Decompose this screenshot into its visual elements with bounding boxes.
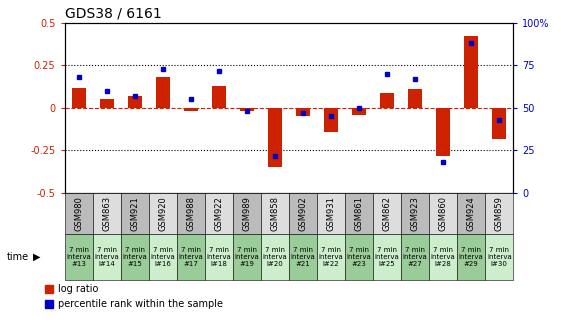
- Text: ▶: ▶: [33, 252, 40, 262]
- Bar: [121, 193, 149, 234]
- Bar: [408, 89, 422, 108]
- Text: 7 min
interva
l#28: 7 min interva l#28: [431, 247, 456, 267]
- Text: GSM921: GSM921: [130, 196, 139, 231]
- Bar: [373, 193, 401, 234]
- Text: GSM860: GSM860: [439, 196, 448, 231]
- Text: 7 min
interva
l#16: 7 min interva l#16: [150, 247, 175, 267]
- Text: 7 min
interva
l#25: 7 min interva l#25: [375, 247, 399, 267]
- Bar: [156, 77, 169, 108]
- Text: 7 min
interva
#27: 7 min interva #27: [403, 247, 427, 267]
- Bar: [233, 193, 261, 234]
- Text: GSM902: GSM902: [298, 196, 307, 231]
- Bar: [233, 234, 261, 280]
- Bar: [352, 108, 366, 115]
- Bar: [429, 193, 457, 234]
- Text: 7 min
interva
l#30: 7 min interva l#30: [487, 247, 512, 267]
- Bar: [149, 193, 177, 234]
- Text: GSM863: GSM863: [102, 196, 111, 231]
- Text: 7 min
interva
l#18: 7 min interva l#18: [206, 247, 231, 267]
- Bar: [485, 193, 513, 234]
- Bar: [317, 193, 345, 234]
- Text: 7 min
interva
#21: 7 min interva #21: [291, 247, 315, 267]
- Text: GSM923: GSM923: [411, 196, 420, 231]
- Text: GSM989: GSM989: [242, 196, 251, 231]
- Bar: [268, 108, 282, 167]
- Bar: [205, 193, 233, 234]
- Bar: [401, 234, 429, 280]
- Text: GSM980: GSM980: [74, 196, 83, 231]
- Bar: [177, 193, 205, 234]
- Bar: [121, 234, 149, 280]
- Text: 7 min
interva
l#14: 7 min interva l#14: [94, 247, 119, 267]
- Bar: [93, 234, 121, 280]
- Bar: [212, 86, 226, 108]
- Bar: [457, 193, 485, 234]
- Text: GSM858: GSM858: [270, 196, 279, 231]
- Bar: [373, 234, 401, 280]
- Bar: [261, 234, 289, 280]
- Bar: [324, 108, 338, 132]
- Bar: [317, 234, 345, 280]
- Bar: [380, 93, 394, 108]
- Bar: [289, 234, 317, 280]
- Text: GSM920: GSM920: [158, 196, 167, 231]
- Bar: [184, 108, 198, 111]
- Bar: [205, 234, 233, 280]
- Text: 7 min
interva
#17: 7 min interva #17: [178, 247, 203, 267]
- Bar: [261, 193, 289, 234]
- Text: 7 min
interva
#29: 7 min interva #29: [459, 247, 484, 267]
- Text: 7 min
interva
#19: 7 min interva #19: [234, 247, 259, 267]
- Text: GSM931: GSM931: [327, 196, 335, 231]
- Bar: [240, 108, 254, 111]
- Bar: [485, 234, 513, 280]
- Bar: [177, 234, 205, 280]
- Text: 7 min
interva
l#22: 7 min interva l#22: [319, 247, 343, 267]
- Bar: [436, 108, 450, 156]
- Bar: [296, 108, 310, 116]
- Text: 7 min
interva
#15: 7 min interva #15: [122, 247, 147, 267]
- Bar: [128, 96, 141, 108]
- Text: GSM922: GSM922: [214, 196, 223, 231]
- Text: GSM861: GSM861: [355, 196, 364, 231]
- Text: 7 min
interva
#13: 7 min interva #13: [66, 247, 91, 267]
- Bar: [457, 234, 485, 280]
- Text: GSM924: GSM924: [467, 196, 476, 231]
- Text: GDS38 / 6161: GDS38 / 6161: [65, 6, 161, 20]
- Text: time: time: [7, 252, 29, 262]
- Bar: [429, 234, 457, 280]
- Bar: [401, 193, 429, 234]
- Bar: [465, 37, 478, 108]
- Bar: [100, 99, 113, 108]
- Text: GSM859: GSM859: [495, 196, 504, 231]
- Text: 7 min
interva
l#20: 7 min interva l#20: [263, 247, 287, 267]
- Text: GSM862: GSM862: [383, 196, 392, 231]
- Bar: [72, 88, 85, 108]
- Bar: [493, 108, 507, 139]
- Bar: [65, 193, 93, 234]
- Bar: [149, 234, 177, 280]
- Bar: [65, 234, 93, 280]
- Bar: [345, 234, 373, 280]
- Legend: log ratio, percentile rank within the sample: log ratio, percentile rank within the sa…: [45, 284, 223, 309]
- Text: 7 min
interva
#23: 7 min interva #23: [347, 247, 371, 267]
- Text: GSM988: GSM988: [186, 196, 195, 231]
- Bar: [93, 193, 121, 234]
- Bar: [345, 193, 373, 234]
- Bar: [289, 193, 317, 234]
